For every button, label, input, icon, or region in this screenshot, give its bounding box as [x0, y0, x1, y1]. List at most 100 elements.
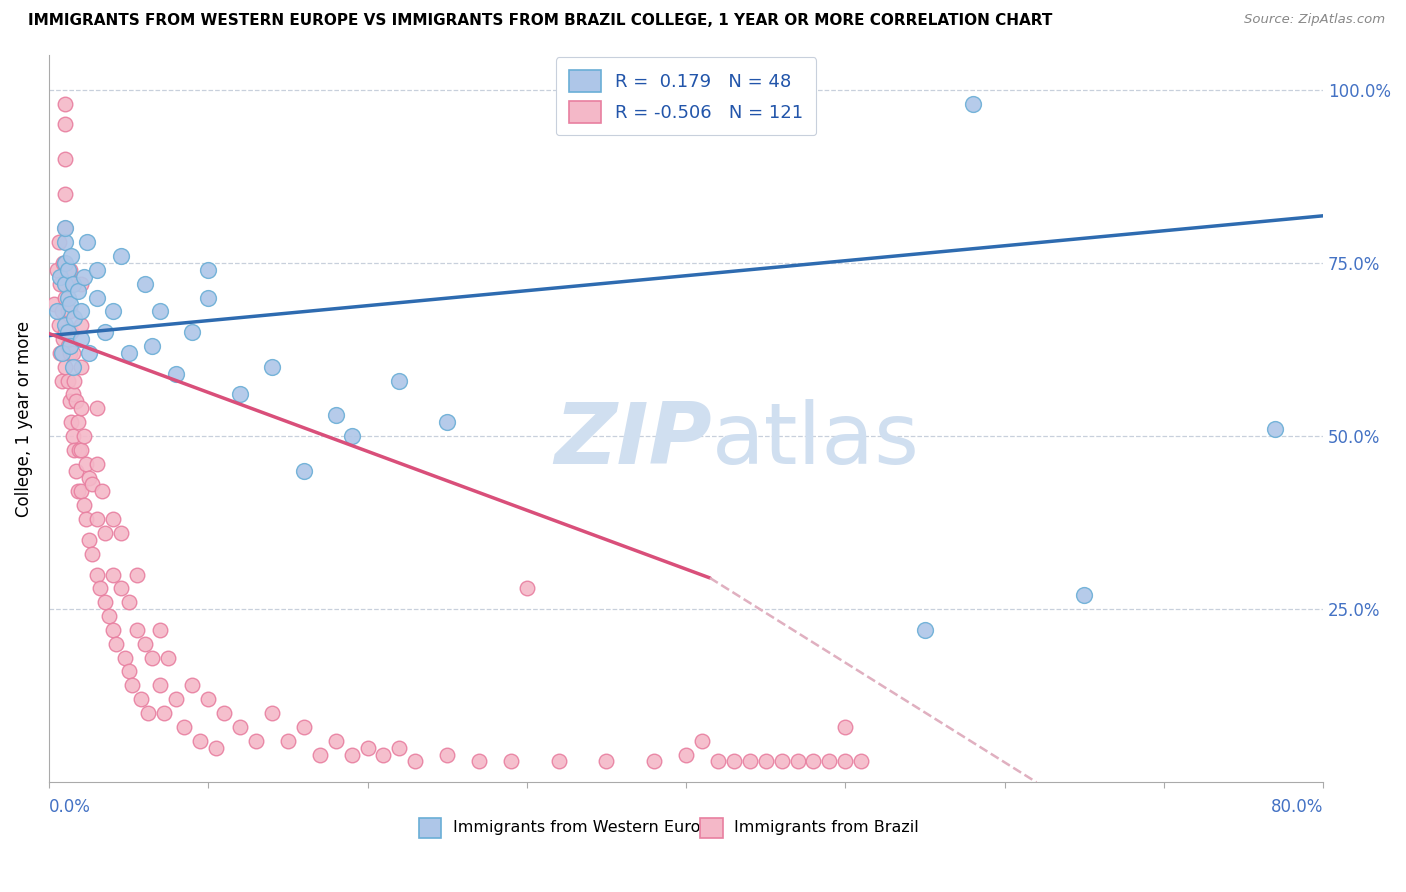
- Point: [53, 256, 76, 270]
- Point: [75, 457, 97, 471]
- Point: [101, 512, 124, 526]
- Point: [53, 221, 76, 235]
- Point: [62, 429, 84, 443]
- Point: [56, 304, 79, 318]
- Point: [962, 96, 984, 111]
- Point: [340, 429, 363, 443]
- Point: [141, 650, 163, 665]
- Point: [690, 733, 713, 747]
- Point: [499, 755, 522, 769]
- Point: [45, 262, 67, 277]
- Point: [53, 318, 76, 333]
- Point: [53, 235, 76, 249]
- Text: IMMIGRANTS FROM WESTERN EUROPE VS IMMIGRANTS FROM BRAZIL COLLEGE, 1 YEAR OR MORE: IMMIGRANTS FROM WESTERN EUROPE VS IMMIGR…: [28, 13, 1053, 29]
- Point: [152, 706, 174, 720]
- Y-axis label: College, 1 year or more: College, 1 year or more: [15, 320, 32, 516]
- Point: [67, 442, 90, 457]
- Point: [117, 595, 139, 609]
- Point: [59, 346, 82, 360]
- Point: [373, 747, 395, 762]
- Point: [308, 747, 330, 762]
- Point: [69, 359, 91, 374]
- Point: [77, 470, 100, 484]
- Point: [66, 284, 89, 298]
- Point: [65, 464, 87, 478]
- Point: [56, 374, 79, 388]
- Point: [803, 755, 825, 769]
- Point: [229, 387, 252, 401]
- Point: [157, 650, 180, 665]
- Point: [404, 755, 426, 769]
- Point: [101, 567, 124, 582]
- Point: [834, 720, 856, 734]
- Point: [62, 359, 84, 374]
- Point: [755, 755, 778, 769]
- Point: [89, 582, 111, 596]
- Text: atlas: atlas: [711, 399, 920, 482]
- Point: [42, 297, 65, 311]
- Point: [98, 609, 121, 624]
- Point: [205, 740, 228, 755]
- Point: [86, 457, 108, 471]
- Point: [66, 415, 89, 429]
- Point: [436, 415, 458, 429]
- Text: 80.0%: 80.0%: [1271, 798, 1323, 816]
- Point: [59, 304, 82, 318]
- Point: [62, 277, 84, 291]
- Point: [62, 387, 84, 401]
- Point: [48, 318, 70, 333]
- Point: [212, 706, 235, 720]
- Point: [56, 325, 79, 339]
- Text: Immigrants from Western Europe: Immigrants from Western Europe: [453, 821, 720, 835]
- Point: [53, 359, 76, 374]
- Point: [86, 401, 108, 416]
- Point: [260, 359, 283, 374]
- Point: [80, 477, 103, 491]
- Point: [125, 567, 148, 582]
- Point: [60, 325, 83, 339]
- Point: [851, 755, 873, 769]
- Point: [59, 262, 82, 277]
- Point: [340, 747, 363, 762]
- Point: [468, 755, 491, 769]
- Point: [149, 304, 172, 318]
- Point: [77, 346, 100, 360]
- Point: [65, 394, 87, 409]
- Point: [53, 325, 76, 339]
- Point: [69, 442, 91, 457]
- Point: [110, 582, 132, 596]
- Point: [49, 269, 72, 284]
- Point: [117, 346, 139, 360]
- Point: [723, 755, 745, 769]
- Point: [356, 740, 378, 755]
- Point: [134, 637, 156, 651]
- Point: [149, 623, 172, 637]
- Point: [69, 304, 91, 318]
- Point: [62, 277, 84, 291]
- Text: Source: ZipAtlas.com: Source: ZipAtlas.com: [1244, 13, 1385, 27]
- Point: [229, 720, 252, 734]
- Point: [53, 117, 76, 131]
- Point: [165, 367, 187, 381]
- Point: [786, 755, 808, 769]
- Point: [63, 442, 86, 457]
- Point: [52, 332, 75, 346]
- Point: [595, 755, 617, 769]
- Point: [49, 346, 72, 360]
- Point: [56, 262, 79, 277]
- Point: [93, 525, 115, 540]
- Point: [86, 262, 108, 277]
- Point: [69, 484, 91, 499]
- Point: [707, 117, 730, 131]
- Point: [56, 291, 79, 305]
- Point: [60, 249, 83, 263]
- Point: [56, 339, 79, 353]
- Point: [62, 346, 84, 360]
- Point: [52, 256, 75, 270]
- Point: [325, 409, 347, 423]
- Point: [86, 512, 108, 526]
- Text: 0.0%: 0.0%: [49, 798, 91, 816]
- Point: [59, 339, 82, 353]
- Point: [388, 740, 411, 755]
- Point: [197, 692, 219, 706]
